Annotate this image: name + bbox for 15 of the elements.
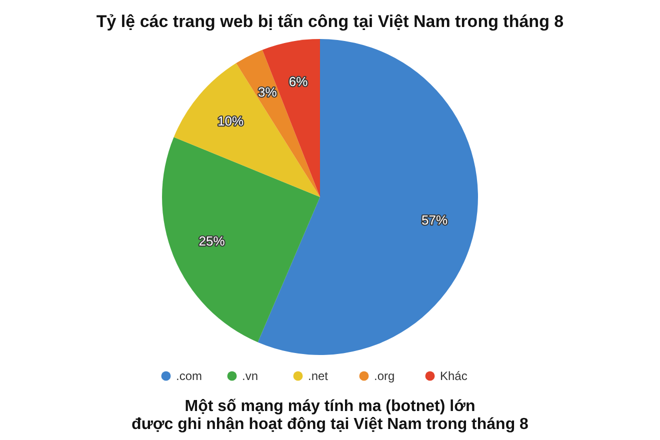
pie-slice <box>162 137 320 342</box>
legend-label: .com <box>176 369 202 383</box>
data-label: 25% <box>198 233 226 248</box>
data-label: 57% <box>422 212 448 228</box>
pie-slice <box>174 63 320 197</box>
legend-label: .net <box>308 369 329 383</box>
chart-title: Tỷ lệ các trang web bị tấn công tại Việt Nam trong tháng 8 <box>96 12 564 31</box>
pie-slice <box>258 39 478 355</box>
data-label: 6% <box>288 74 308 90</box>
legend-label: .vn <box>242 369 258 383</box>
data-label: 10% <box>218 114 244 129</box>
legend-label: Khác <box>440 369 468 383</box>
data-label: 3% <box>258 84 278 100</box>
legend-label: .org <box>374 369 395 383</box>
text: Một số mạng máy tính ma (botnet) lớn được ghi nhận hoạt động tại Việt Nam trong tháng 8 <box>132 398 528 434</box>
